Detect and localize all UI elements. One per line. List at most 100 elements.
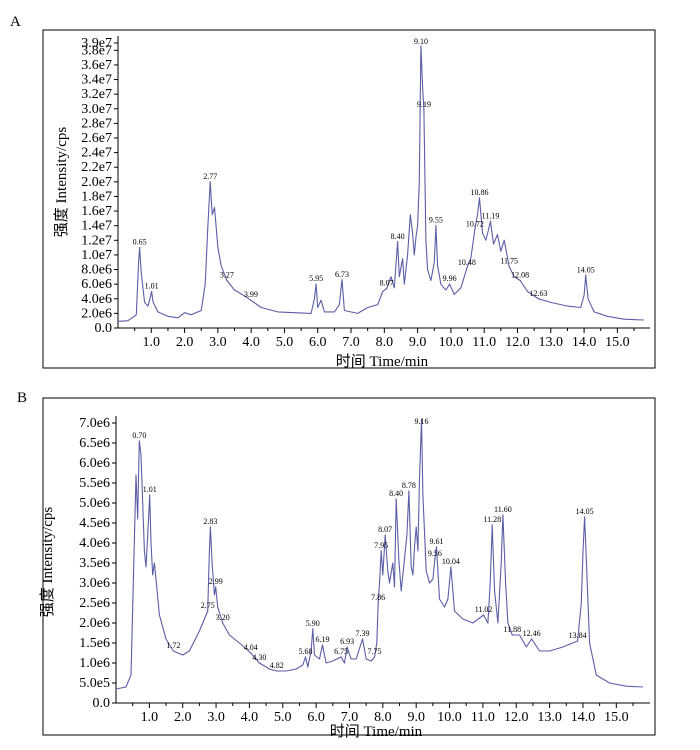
peak-label: 6.73	[335, 270, 349, 279]
peak-apex-mark	[584, 516, 586, 518]
peak-apex-mark	[341, 279, 343, 281]
y-tick-label: 5.0e6	[79, 496, 110, 511]
x-tick-label: 7.0	[341, 710, 359, 725]
y-tick-label: 2.4e7	[81, 146, 112, 161]
x-tick-label: 6.0	[307, 710, 325, 725]
peak-label: 7.75	[367, 647, 381, 656]
y-tick-label: 2.2e7	[81, 160, 112, 175]
panel-a: A 时间 Time/min 强度 Intensity/cps 0.02.0e64…	[10, 14, 656, 370]
y-tick-label: 6.5e6	[79, 436, 110, 451]
peak-apex-mark	[315, 283, 317, 285]
panel-a-ylabel: 强度 Intensity/cps	[53, 127, 70, 238]
y-tick-label: 1.8e7	[81, 189, 112, 204]
y-tick-label: 3.4e7	[81, 73, 112, 88]
y-tick-label: 3.8e7	[81, 43, 112, 58]
panel-b-ylabel: 强度 Intensity/cps	[39, 507, 56, 618]
peak-label: 4.04	[244, 643, 258, 652]
peak-label: 7.95	[374, 541, 388, 550]
peak-label: 8.07	[380, 279, 394, 288]
y-tick-label: 8.0e6	[81, 263, 112, 278]
peak-apex-mark	[151, 290, 153, 293]
peak-label: 7.39	[355, 629, 369, 638]
peak-label: 9.56	[428, 549, 442, 558]
peak-label: 6.75	[334, 647, 348, 656]
x-tick-label: 13.0	[537, 710, 562, 725]
peak-apex-mark	[577, 640, 579, 642]
peak-label: 1.01	[143, 485, 157, 494]
peak-apex-mark	[537, 298, 540, 300]
y-tick-label: 3.9e7	[81, 36, 112, 51]
peak-label: 2.99	[209, 577, 223, 586]
peak-label: 10.86	[471, 188, 489, 197]
peak-label: 9.61	[430, 537, 444, 546]
peak-apex-mark	[250, 299, 252, 301]
chromatogram-trace	[115, 418, 644, 690]
peak-apex-mark	[511, 634, 513, 636]
peak-apex-mark	[138, 440, 140, 442]
peak-apex-mark	[304, 656, 307, 658]
x-tick-label: 2.0	[174, 710, 192, 725]
x-tick-label: 14.0	[572, 335, 597, 350]
peak-label: 9.55	[429, 216, 443, 225]
peak-label: 11.88	[503, 625, 521, 634]
peak-label: 1.72	[166, 641, 180, 650]
peak-apex-mark	[585, 274, 587, 276]
x-tick-label: 15.0	[605, 335, 630, 350]
x-tick-label: 12.0	[505, 335, 530, 350]
y-tick-label: 3.5e6	[79, 556, 110, 571]
peak-apex-mark	[448, 283, 451, 285]
chromatogram-trace	[117, 45, 645, 322]
y-tick-label: 1.6e7	[81, 204, 112, 219]
peak-label: 10.72	[466, 219, 484, 228]
y-tick-label: 1.2e7	[81, 233, 112, 248]
peak-label: 8.40	[389, 489, 403, 498]
peak-label: 6.19	[315, 635, 329, 644]
peak-apex-mark	[435, 225, 437, 227]
peak-label: 14.05	[577, 265, 595, 274]
peak-label: 13.84	[569, 631, 587, 640]
peak-label: 11.02	[475, 605, 493, 614]
y-tick-label: 1.5e6	[79, 636, 110, 651]
peak-apex-mark	[423, 109, 425, 111]
x-tick-label: 12.0	[504, 710, 529, 725]
x-tick-label: 10.0	[437, 710, 462, 725]
y-tick-label: 4.5e6	[79, 516, 110, 531]
peak-label: 8.78	[402, 481, 416, 490]
y-tick-label: 0.0	[93, 696, 111, 711]
peak-label: 6.93	[340, 637, 354, 646]
peak-apex-mark	[530, 638, 533, 640]
peak-label: 9.19	[417, 100, 431, 109]
peak-label: 1.01	[145, 281, 159, 290]
peak-apex-mark	[395, 498, 397, 500]
peak-label: 4.82	[270, 661, 284, 670]
peak-apex-mark	[508, 266, 510, 268]
y-tick-label: 3.0e6	[79, 576, 110, 591]
x-tick-label: 4.0	[241, 710, 259, 725]
peak-label: 3.20	[216, 613, 230, 622]
x-tick-label: 11.0	[472, 335, 496, 350]
peak-label: 9.16	[415, 417, 429, 426]
peak-apex-mark	[474, 228, 476, 230]
peak-label: 8.07	[378, 525, 392, 534]
x-tick-label: 3.0	[209, 335, 227, 350]
peak-label: 5.90	[306, 619, 320, 628]
peak-label: 2.75	[201, 601, 215, 610]
x-tick-label: 8.0	[376, 335, 394, 350]
peak-apex-mark	[209, 526, 211, 528]
peak-apex-mark	[312, 628, 314, 630]
peak-apex-mark	[207, 610, 209, 612]
peak-apex-mark	[450, 566, 452, 568]
peak-label: 12.63	[529, 289, 547, 298]
y-tick-label: 1.4e7	[81, 219, 112, 234]
peak-apex-mark	[226, 279, 228, 282]
peak-apex-mark	[397, 241, 399, 243]
peak-label: 14.05	[576, 507, 594, 516]
peak-apex-mark	[321, 644, 324, 646]
peak-apex-mark	[384, 534, 386, 536]
panel-b-label: B	[17, 390, 27, 406]
peak-apex-mark	[250, 652, 252, 654]
peak-label: 11.75	[500, 257, 518, 266]
peak-label: 0.70	[132, 431, 146, 440]
